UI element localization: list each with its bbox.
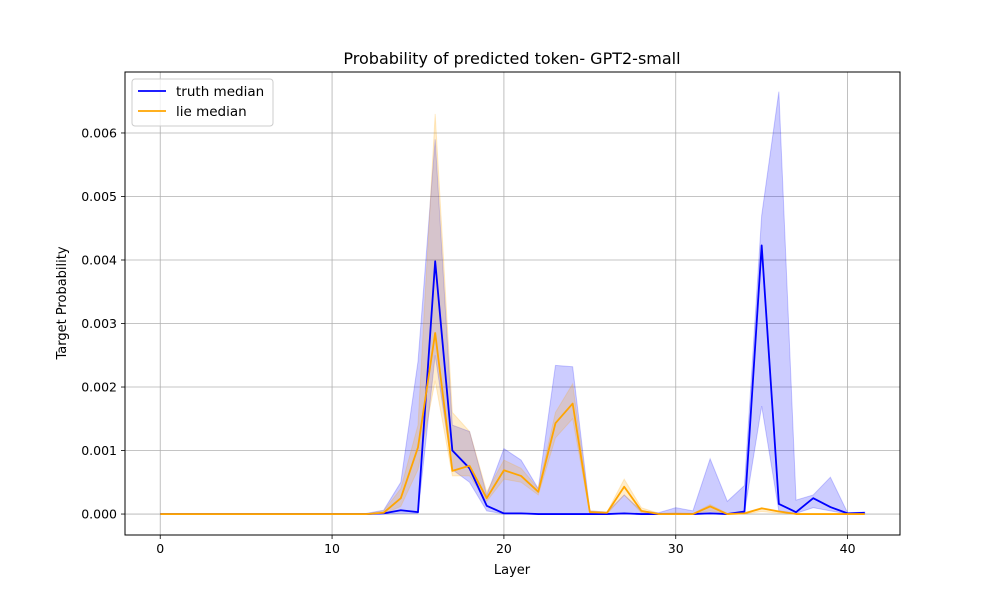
y-axis-label: Target Probability — [55, 246, 70, 360]
axis-ticks: 0 10 20 30 40 0.000 0.001 0.002 0.003 0.004 0.005 0… — [81, 125, 855, 556]
y-tick-label: 0.001 — [81, 443, 117, 458]
legend-label-lie: lie median — [176, 104, 247, 120]
legend-label-truth: truth median — [176, 84, 264, 100]
y-tick-label: 0.005 — [81, 189, 117, 204]
grid-lines — [125, 72, 900, 535]
y-tick-label: 0.000 — [81, 507, 117, 522]
x-tick-label: 0 — [156, 541, 164, 556]
series-lines — [160, 244, 865, 515]
legend: truth median lie median — [131, 78, 274, 127]
x-tick-label: 10 — [324, 541, 340, 556]
x-tick-label: 20 — [496, 541, 512, 556]
y-tick-label: 0.003 — [81, 316, 117, 331]
plot-frame — [124, 71, 901, 536]
y-tick-label: 0.004 — [81, 252, 117, 267]
lie-median-band — [160, 113, 865, 515]
lie-median-line — [160, 332, 865, 515]
x-axis-label: Layer — [494, 563, 531, 578]
x-tick-label: 40 — [840, 541, 856, 556]
x-tick-label: 30 — [668, 541, 684, 556]
chart-title: Probability of predicted token- GPT2-sma… — [343, 49, 680, 68]
y-tick-label: 0.006 — [81, 125, 117, 140]
y-tick-label: 0.002 — [81, 380, 117, 395]
legend-box — [131, 78, 274, 127]
